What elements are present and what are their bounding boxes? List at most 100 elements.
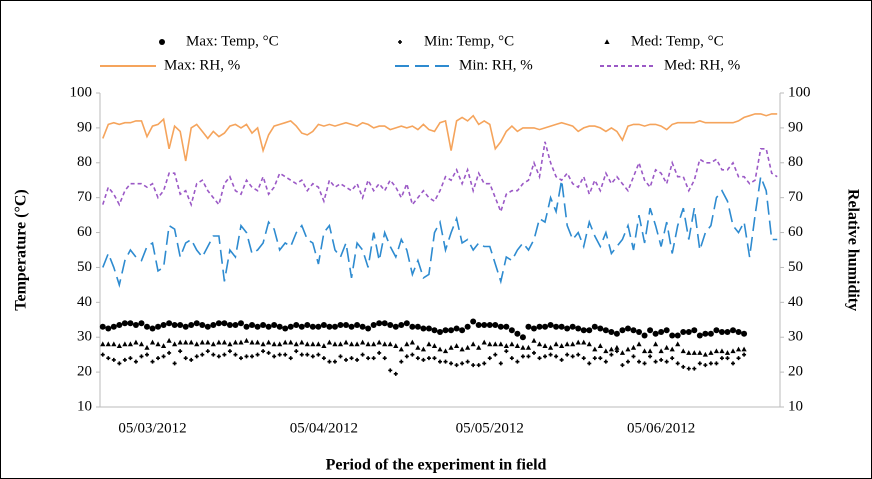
data-point [624, 325, 631, 332]
data-point [309, 323, 316, 330]
data-point [349, 356, 354, 361]
data-point [205, 339, 211, 345]
data-point [707, 330, 714, 337]
legend-marker [604, 39, 610, 44]
data-point [365, 325, 372, 332]
data-point [659, 357, 664, 362]
series-line [102, 113, 778, 162]
data-point [420, 325, 427, 332]
y-tick-label: 70 [77, 189, 92, 205]
data-point [315, 323, 322, 330]
data-point [630, 327, 637, 334]
data-point [282, 339, 288, 345]
data-point [316, 352, 321, 357]
data-point [730, 327, 737, 334]
data-point [681, 364, 686, 369]
data-point [205, 349, 210, 354]
data-point [260, 322, 267, 329]
data-point [515, 359, 520, 364]
data-point [133, 359, 138, 364]
data-point [326, 323, 333, 330]
data-point [437, 328, 443, 335]
data-point [277, 341, 283, 347]
data-point [222, 352, 227, 357]
legend-label: Max: Temp, °C [186, 33, 279, 49]
data-point [271, 341, 277, 347]
legend-label: Min: RH, % [459, 57, 533, 73]
data-point [144, 344, 150, 350]
legend-label: Max: RH, % [164, 57, 240, 73]
data-point [415, 344, 421, 350]
data-point [718, 328, 725, 335]
data-point [106, 356, 111, 361]
data-point [250, 354, 255, 359]
data-point [127, 341, 134, 347]
data-point [283, 352, 288, 357]
data-point [414, 323, 421, 330]
data-point [492, 322, 499, 329]
data-point [359, 323, 366, 330]
data-point [465, 344, 471, 350]
data-point [288, 356, 293, 361]
data-point [156, 356, 161, 361]
data-point [625, 359, 630, 364]
data-point [254, 339, 261, 345]
legend-label: Med: RH, % [664, 57, 740, 73]
y-tick-label: 30 [77, 329, 92, 345]
x-tick-label: 05/06/2012 [627, 420, 695, 436]
data-point [355, 357, 360, 362]
data-point [138, 341, 145, 347]
data-point [647, 327, 654, 334]
data-point [122, 341, 128, 347]
data-point [730, 348, 736, 354]
data-point [470, 341, 476, 347]
x-tick-label: 05/03/2012 [118, 420, 186, 436]
data-point [410, 352, 415, 357]
data-point [620, 363, 625, 368]
data-point [487, 341, 493, 347]
data-point [598, 356, 603, 361]
data-point [465, 359, 470, 364]
data-point [658, 348, 664, 354]
data-point [581, 356, 586, 361]
data-point [459, 346, 465, 352]
data-point [227, 349, 232, 354]
y-tick-label: 10 [77, 398, 92, 414]
data-point [266, 339, 272, 345]
data-point [692, 366, 697, 371]
data-point [509, 356, 514, 361]
data-point [188, 322, 195, 329]
data-point [575, 325, 582, 332]
data-point [685, 328, 692, 335]
data-point [388, 368, 393, 373]
data-point [476, 344, 482, 350]
data-point [591, 323, 598, 330]
data-point [354, 341, 360, 347]
data-point [641, 348, 648, 354]
data-point [697, 350, 703, 355]
data-point [537, 356, 542, 361]
data-point [708, 361, 713, 366]
y2-tick-label: 70 [788, 189, 803, 205]
y-tick-label: 90 [77, 119, 92, 135]
data-point [344, 357, 349, 362]
data-point [111, 357, 116, 362]
data-point [664, 359, 669, 364]
data-point [519, 334, 526, 341]
data-point [398, 322, 405, 329]
data-point [703, 363, 708, 368]
data-point [438, 359, 442, 364]
data-point [216, 339, 222, 345]
data-point [686, 350, 692, 355]
data-point [238, 356, 243, 361]
data-point [553, 341, 559, 347]
data-point [321, 356, 326, 361]
data-point [415, 356, 420, 361]
data-point [481, 339, 487, 345]
data-point [338, 354, 343, 359]
data-point [150, 359, 155, 364]
data-point [587, 361, 592, 366]
data-point [160, 343, 167, 348]
data-point [105, 325, 112, 332]
